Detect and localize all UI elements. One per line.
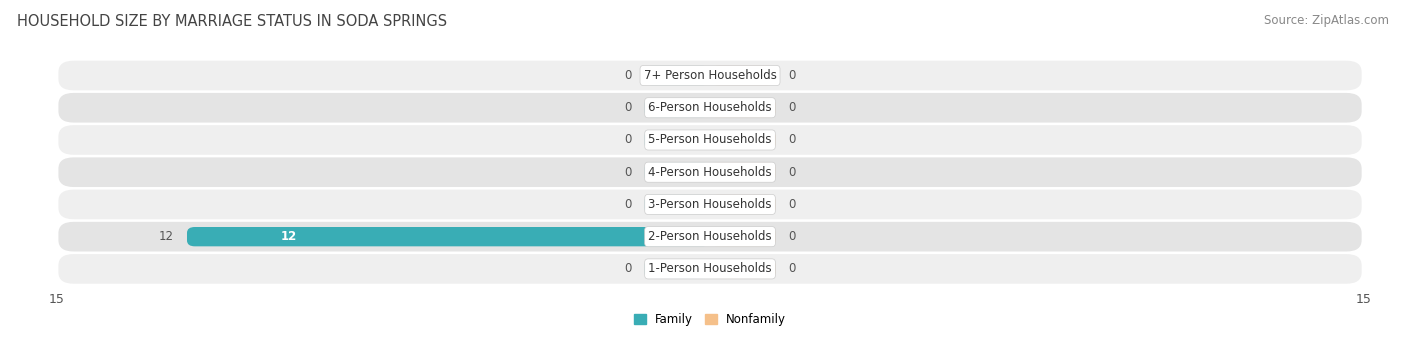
Text: 0: 0	[789, 263, 796, 276]
Text: 0: 0	[789, 133, 796, 147]
FancyBboxPatch shape	[59, 222, 1361, 252]
FancyBboxPatch shape	[644, 259, 710, 279]
FancyBboxPatch shape	[710, 163, 776, 182]
FancyBboxPatch shape	[59, 190, 1361, 219]
Text: 0: 0	[624, 101, 631, 114]
Text: 2-Person Households: 2-Person Households	[648, 230, 772, 243]
FancyBboxPatch shape	[710, 227, 776, 246]
Text: HOUSEHOLD SIZE BY MARRIAGE STATUS IN SODA SPRINGS: HOUSEHOLD SIZE BY MARRIAGE STATUS IN SOD…	[17, 14, 447, 29]
Text: 0: 0	[789, 166, 796, 179]
Text: Source: ZipAtlas.com: Source: ZipAtlas.com	[1264, 14, 1389, 27]
Text: 0: 0	[624, 198, 631, 211]
Legend: Family, Nonfamily: Family, Nonfamily	[634, 313, 786, 326]
Text: 0: 0	[789, 101, 796, 114]
Text: 0: 0	[624, 263, 631, 276]
Text: 0: 0	[789, 230, 796, 243]
Text: 5-Person Households: 5-Person Households	[648, 133, 772, 147]
Text: 3-Person Households: 3-Person Households	[648, 198, 772, 211]
FancyBboxPatch shape	[710, 195, 776, 214]
FancyBboxPatch shape	[710, 98, 776, 117]
FancyBboxPatch shape	[644, 98, 710, 117]
Text: 7+ Person Households: 7+ Person Households	[644, 69, 776, 82]
Text: 4-Person Households: 4-Person Households	[648, 166, 772, 179]
FancyBboxPatch shape	[59, 254, 1361, 284]
Text: 0: 0	[789, 198, 796, 211]
FancyBboxPatch shape	[644, 130, 710, 150]
FancyBboxPatch shape	[710, 66, 776, 85]
FancyBboxPatch shape	[59, 125, 1361, 155]
FancyBboxPatch shape	[644, 163, 710, 182]
FancyBboxPatch shape	[644, 66, 710, 85]
Text: 1-Person Households: 1-Person Households	[648, 263, 772, 276]
FancyBboxPatch shape	[59, 93, 1361, 122]
FancyBboxPatch shape	[59, 158, 1361, 187]
Text: 12: 12	[159, 230, 174, 243]
Text: 0: 0	[789, 69, 796, 82]
FancyBboxPatch shape	[644, 195, 710, 214]
FancyBboxPatch shape	[710, 130, 776, 150]
Text: 6-Person Households: 6-Person Households	[648, 101, 772, 114]
Text: 0: 0	[624, 166, 631, 179]
Text: 0: 0	[624, 133, 631, 147]
Text: 12: 12	[281, 230, 298, 243]
FancyBboxPatch shape	[59, 61, 1361, 90]
FancyBboxPatch shape	[187, 227, 710, 246]
Text: 0: 0	[624, 69, 631, 82]
FancyBboxPatch shape	[710, 259, 776, 279]
